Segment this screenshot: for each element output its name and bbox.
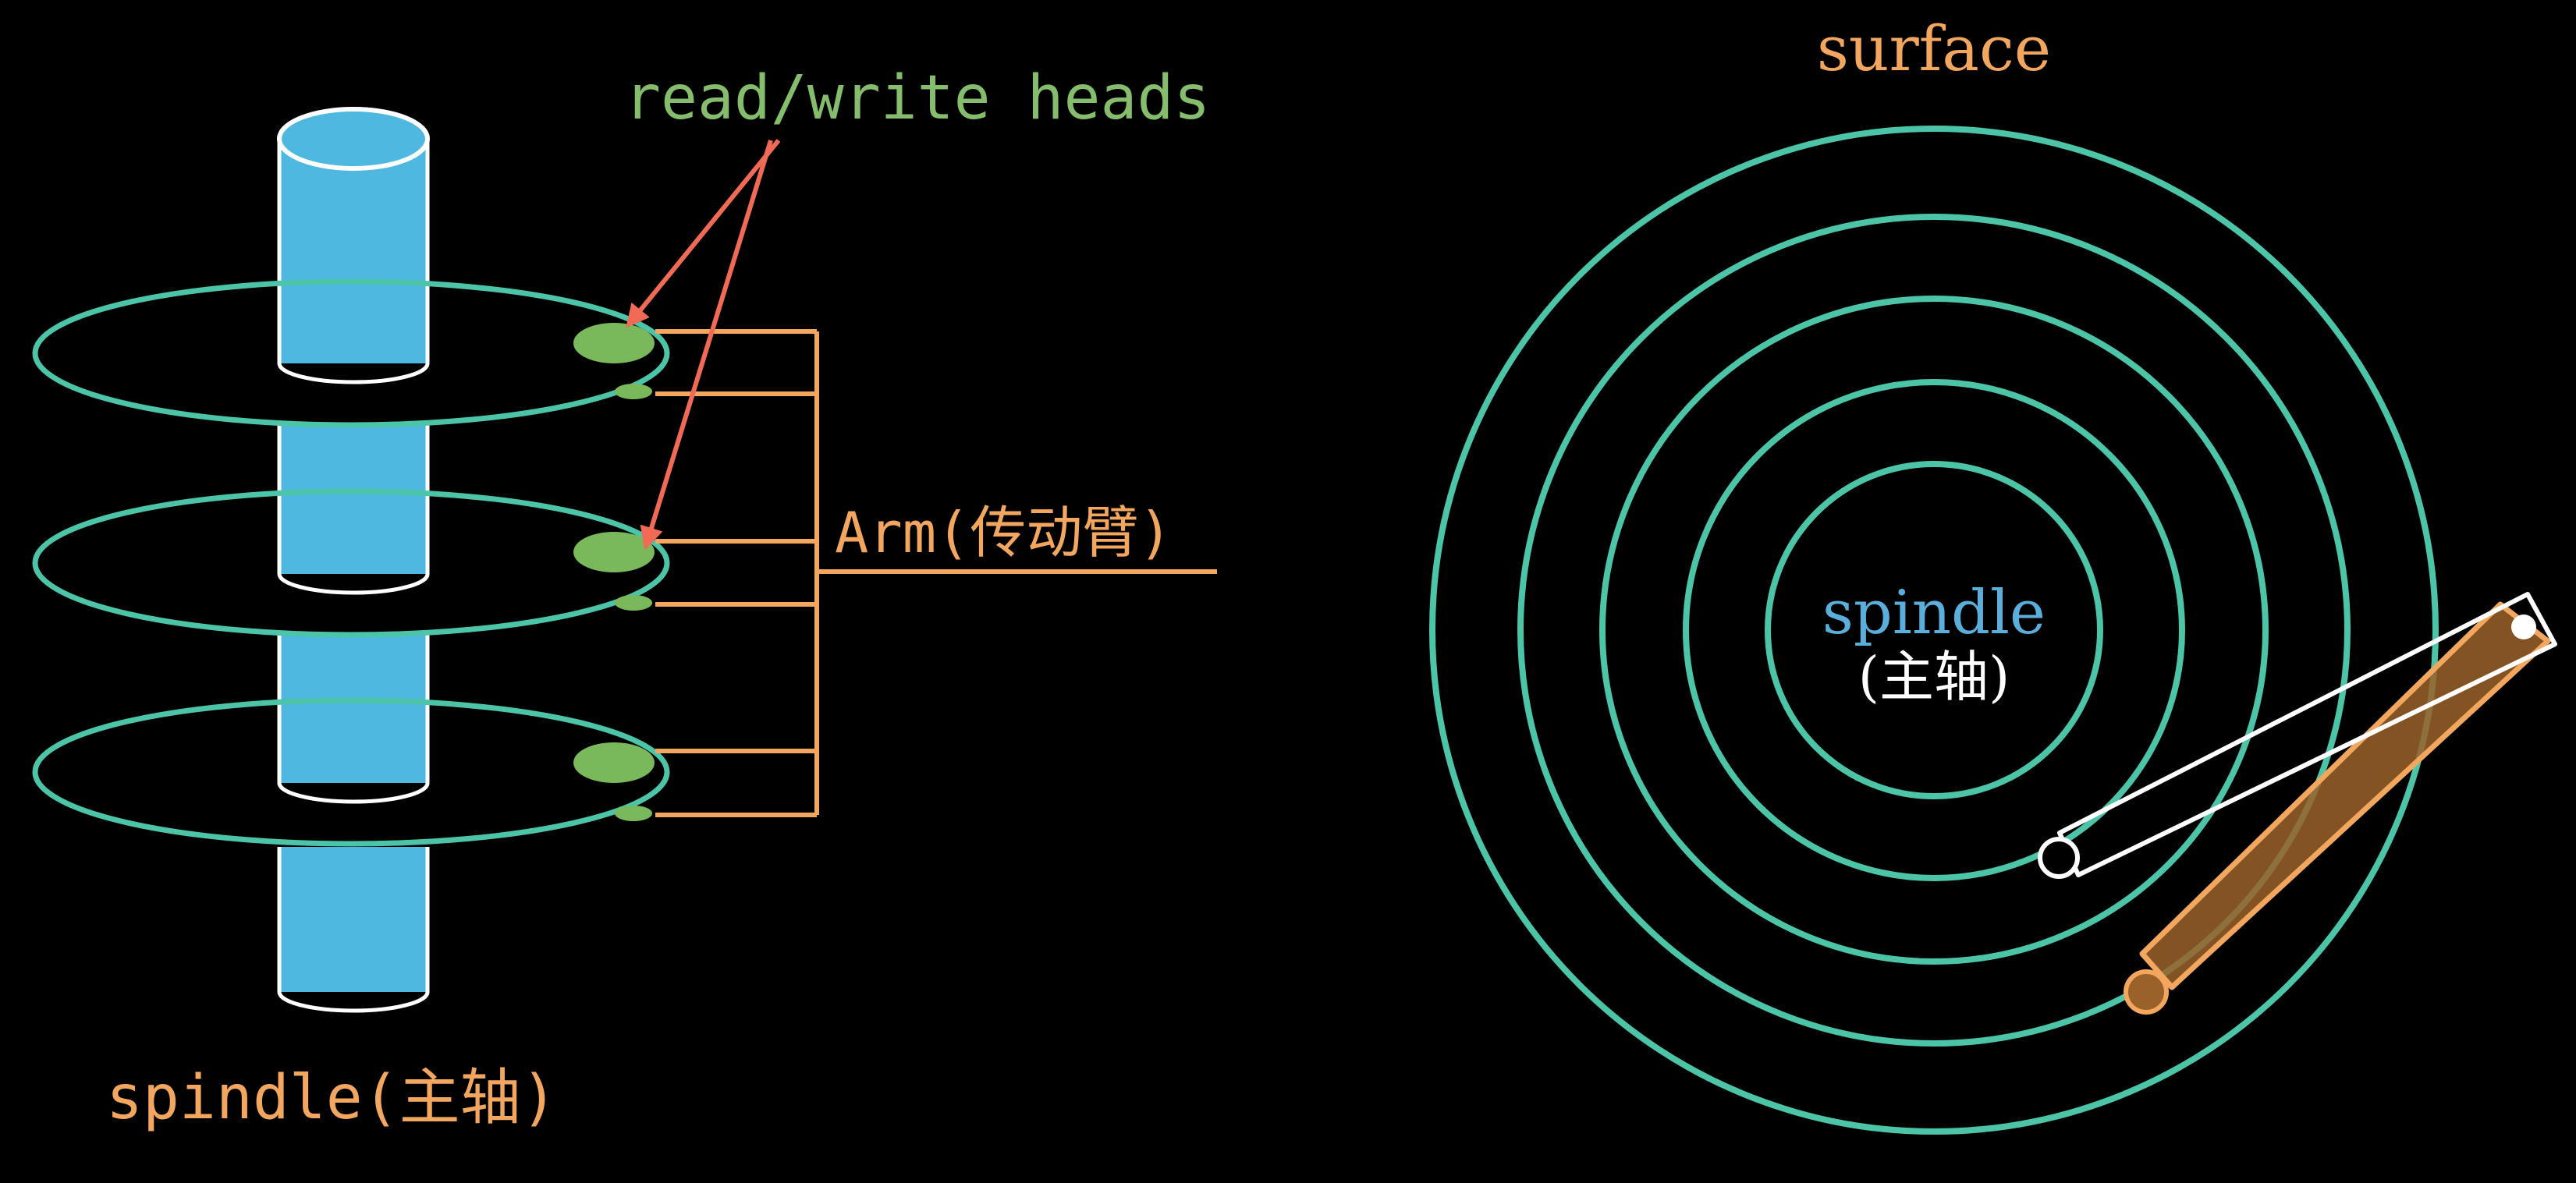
track-4 xyxy=(1683,379,2185,881)
heads-label: read/write heads xyxy=(624,63,1210,133)
head-2-bottom xyxy=(615,595,652,611)
head-2-top xyxy=(573,532,655,572)
disk-stack: read/write heads Arm(传动臂) spindle(主轴) xyxy=(32,63,1217,1133)
arrow-to-head-2 xyxy=(640,140,773,551)
arm-orange-head xyxy=(2124,969,2169,1015)
actuator-arm xyxy=(655,329,1217,817)
track-5 xyxy=(1765,461,2103,799)
track-3 xyxy=(1599,296,2269,965)
arm-label: Arm(传动臂) xyxy=(835,500,1173,565)
platter-2 xyxy=(32,488,670,638)
head-1-top xyxy=(573,323,655,363)
arm-pivot xyxy=(2511,615,2536,639)
track-2 xyxy=(1517,214,2351,1047)
surface-label: surface xyxy=(1817,12,2051,85)
head-3-bottom xyxy=(615,806,652,821)
track-1 xyxy=(1429,126,2439,1135)
platter-surface: surface spindle (主轴) xyxy=(1429,12,2557,1135)
spindle-sublabel-right: (主轴) xyxy=(1858,645,2010,709)
tracks xyxy=(1429,126,2439,1135)
platter-1 xyxy=(32,278,670,428)
platters xyxy=(32,278,670,847)
head-pointer-arrows xyxy=(626,139,781,551)
head-arm-outline xyxy=(2038,592,2557,879)
arrow-to-head-1 xyxy=(626,139,781,328)
arm-outline-head xyxy=(2038,837,2080,879)
platter-3 xyxy=(32,697,670,847)
spindle-label-left: spindle(主轴) xyxy=(106,1063,558,1133)
spindle-cylinder xyxy=(277,107,430,1013)
head-3-top xyxy=(573,742,655,783)
head-1-bottom xyxy=(615,384,652,399)
spindle-label-right: spindle xyxy=(1822,578,2046,648)
read-write-heads xyxy=(573,323,655,821)
spindle-top-cap xyxy=(277,107,430,171)
